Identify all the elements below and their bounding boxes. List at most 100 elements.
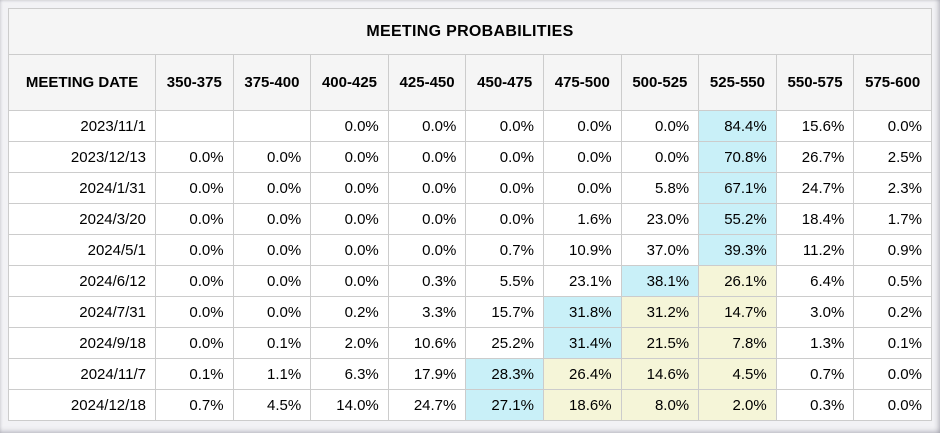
probability-cell: 0.7% xyxy=(465,234,544,266)
probability-cell: 0.5% xyxy=(853,265,932,297)
probability-cell: 26.1% xyxy=(698,265,777,297)
rate-range-header-cell: 500-525 xyxy=(620,54,700,111)
probability-cell: 14.0% xyxy=(310,389,389,421)
probability-cell: 0.0% xyxy=(465,172,544,204)
probability-cell: 10.6% xyxy=(387,327,467,359)
probability-cell: 31.4% xyxy=(542,327,622,359)
probability-cell: 10.9% xyxy=(542,234,622,266)
rate-range-header-cell: 475-500 xyxy=(542,54,622,111)
probability-cell: 26.7% xyxy=(775,141,855,173)
probability-cell: 27.1% xyxy=(465,389,544,421)
probability-cell: 14.6% xyxy=(620,358,700,390)
probability-cell: 0.0% xyxy=(232,296,312,328)
probability-cell xyxy=(232,110,312,142)
table-body: 2023/11/1 0.0% 0.0% 0.0% 0.0% 0.0% 84.4% 15.6% 0… xyxy=(8,110,932,421)
probability-cell: 0.0% xyxy=(853,358,932,390)
meeting-date-cell: 2024/3/20 xyxy=(8,203,156,235)
probability-cell: 0.1% xyxy=(232,327,312,359)
meeting-date-cell: 2024/11/7 xyxy=(8,358,156,390)
probability-cell: 0.0% xyxy=(542,172,622,204)
meeting-date-cell: 2023/12/13 xyxy=(8,141,156,173)
table-title-row: MEETING PROBABILITIES xyxy=(8,8,932,55)
table-row: 2024/3/20 0.0% 0.0% 0.0% 0.0% 0.0% 1.6% 23.0% 55… xyxy=(8,203,932,235)
probability-cell: 67.1% xyxy=(698,172,777,204)
probability-cell: 15.7% xyxy=(465,296,544,328)
probability-cell: 28.3% xyxy=(465,358,544,390)
probability-cell: 0.0% xyxy=(465,203,544,235)
probability-cell: 4.5% xyxy=(232,389,312,421)
probability-cell: 26.4% xyxy=(542,358,622,390)
probability-cell: 70.8% xyxy=(698,141,777,173)
meeting-date-cell: 2024/7/31 xyxy=(8,296,156,328)
probability-cell: 2.5% xyxy=(853,141,932,173)
probability-cell: 6.3% xyxy=(310,358,389,390)
probability-cell: 55.2% xyxy=(698,203,777,235)
meeting-date-cell: 2024/6/12 xyxy=(8,265,156,297)
probability-cell: 0.9% xyxy=(853,234,932,266)
probability-cell: 1.3% xyxy=(775,327,855,359)
probability-cell: 6.4% xyxy=(775,265,855,297)
probability-cell: 0.0% xyxy=(620,141,700,173)
probability-cell: 0.7% xyxy=(155,389,234,421)
probability-cell: 0.0% xyxy=(853,110,932,142)
table-row: 2023/12/13 0.0% 0.0% 0.0% 0.0% 0.0% 0.0% 0.0% 70… xyxy=(8,141,932,173)
meeting-date-cell: 2024/12/18 xyxy=(8,389,156,421)
probability-cell: 0.0% xyxy=(310,172,389,204)
rate-range-header-cell: 575-600 xyxy=(853,54,932,111)
rate-range-header-cell: 450-475 xyxy=(465,54,544,111)
probability-cell: 1.1% xyxy=(232,358,312,390)
probability-cell: 5.8% xyxy=(620,172,700,204)
probability-cell: 0.0% xyxy=(232,141,312,173)
rate-range-header-cell: 550-575 xyxy=(775,54,855,111)
probability-cell: 31.8% xyxy=(542,296,622,328)
probabilities-table: MEETING PROBABILITIES MEETING DATE 350-37… xyxy=(8,8,932,421)
rate-range-header-cell: 350-375 xyxy=(155,54,234,111)
probability-cell: 0.0% xyxy=(232,234,312,266)
probability-cell: 0.7% xyxy=(775,358,855,390)
probability-cell: 0.0% xyxy=(310,265,389,297)
probability-cell: 39.3% xyxy=(698,234,777,266)
probability-cell: 21.5% xyxy=(620,327,700,359)
probability-cell: 0.0% xyxy=(465,141,544,173)
probability-cell: 0.0% xyxy=(387,110,467,142)
probability-cell: 0.0% xyxy=(232,265,312,297)
table-row: 2024/9/18 0.0% 0.1% 2.0% 10.6% 25.2% 31.4% 21.5… xyxy=(8,327,932,359)
probability-cell: 0.0% xyxy=(465,110,544,142)
probability-cell: 0.0% xyxy=(310,141,389,173)
probability-cell: 37.0% xyxy=(620,234,700,266)
table-row: 2024/1/31 0.0% 0.0% 0.0% 0.0% 0.0% 0.0% 5.8% 67.… xyxy=(8,172,932,204)
probability-cell: 5.5% xyxy=(465,265,544,297)
rate-range-header-cell: 400-425 xyxy=(310,54,389,111)
probability-cell: 17.9% xyxy=(387,358,467,390)
probability-cell: 2.0% xyxy=(698,389,777,421)
probability-cell: 0.0% xyxy=(387,234,467,266)
probability-cell: 1.7% xyxy=(853,203,932,235)
meeting-date-header-cell: MEETING DATE xyxy=(8,54,156,111)
probability-cell: 31.2% xyxy=(620,296,700,328)
probability-cell: 0.1% xyxy=(155,358,234,390)
probability-cell xyxy=(155,110,234,142)
meeting-date-cell: 2024/1/31 xyxy=(8,172,156,204)
table-row: 2023/11/1 0.0% 0.0% 0.0% 0.0% 0.0% 84.4% 15.6% 0… xyxy=(8,110,932,142)
probability-cell: 3.0% xyxy=(775,296,855,328)
probability-cell: 0.0% xyxy=(232,203,312,235)
table-title: MEETING PROBABILITIES xyxy=(8,8,932,55)
probability-cell: 0.0% xyxy=(155,327,234,359)
probability-cell: 0.0% xyxy=(310,110,389,142)
probability-cell: 38.1% xyxy=(620,265,700,297)
meeting-date-cell: 2024/9/18 xyxy=(8,327,156,359)
probability-cell: 8.0% xyxy=(620,389,700,421)
probability-cell: 0.0% xyxy=(387,203,467,235)
probability-cell: 23.1% xyxy=(542,265,622,297)
probability-cell: 14.7% xyxy=(698,296,777,328)
table-row: 2024/5/1 0.0% 0.0% 0.0% 0.0% 0.7% 10.9% 37.0% 39… xyxy=(8,234,932,266)
probability-cell: 0.0% xyxy=(542,110,622,142)
probability-cell: 0.3% xyxy=(775,389,855,421)
probability-cell: 0.3% xyxy=(387,265,467,297)
table-row: 2024/7/31 0.0% 0.0% 0.2% 3.3% 15.7% 31.8% 31.2%… xyxy=(8,296,932,328)
probability-cell: 11.2% xyxy=(775,234,855,266)
probability-cell: 0.0% xyxy=(155,172,234,204)
probability-cell: 2.0% xyxy=(310,327,389,359)
probability-cell: 15.6% xyxy=(775,110,855,142)
probability-cell: 0.2% xyxy=(310,296,389,328)
